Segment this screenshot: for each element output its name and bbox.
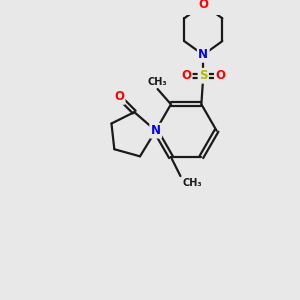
Text: O: O <box>114 90 124 104</box>
Text: O: O <box>181 69 191 82</box>
Text: S: S <box>199 69 208 82</box>
Text: N: N <box>151 124 161 137</box>
Text: CH₃: CH₃ <box>148 77 167 87</box>
Text: O: O <box>215 69 225 82</box>
Text: N: N <box>198 48 208 61</box>
Text: CH₃: CH₃ <box>182 178 202 188</box>
Text: O: O <box>198 0 208 11</box>
